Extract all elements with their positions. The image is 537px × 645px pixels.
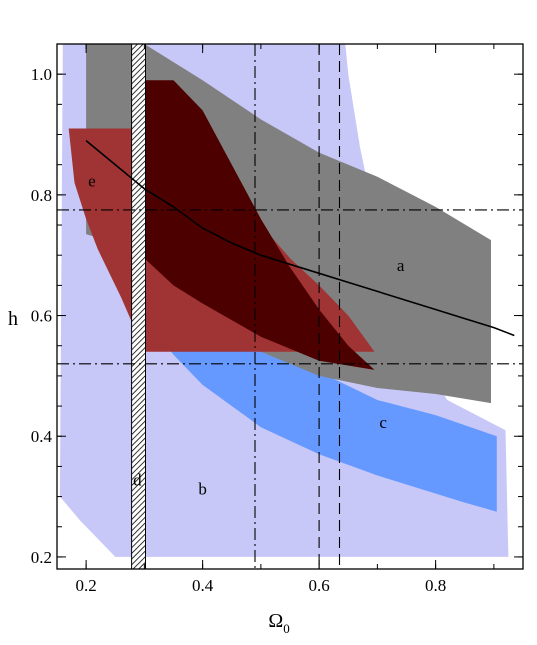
region-overlap-polygon bbox=[144, 80, 375, 370]
region-label-b: b bbox=[198, 480, 207, 499]
region-c-polygon bbox=[89, 98, 497, 512]
x-tick-label-1: 0.4 bbox=[192, 576, 214, 595]
y-tick-label-2: 0.6 bbox=[31, 307, 52, 326]
x-tick-label-3: 0.8 bbox=[425, 576, 446, 595]
shaded-regions bbox=[59, 44, 509, 569]
curve-layer bbox=[85, 139, 515, 337]
region-labels: b c a e d bbox=[88, 172, 405, 499]
region-label-c: c bbox=[379, 413, 387, 432]
y-axis-label: h bbox=[8, 308, 18, 330]
reference-lines bbox=[57, 44, 523, 569]
y-tick-label-4: 1.0 bbox=[31, 65, 52, 84]
region-label-e: e bbox=[88, 172, 96, 191]
y-tick-label-0: 0.2 bbox=[31, 548, 52, 567]
region-d-polygon bbox=[131, 44, 146, 569]
region-label-d: d bbox=[133, 470, 142, 489]
model-curve bbox=[85, 139, 515, 337]
axis-ticks: 0.2 0.4 0.6 0.8 0.2 0.4 0.6 0.8 1.0 bbox=[31, 43, 523, 595]
x-tick-label-2: 0.6 bbox=[308, 576, 329, 595]
plot-frame bbox=[56, 43, 524, 570]
y-tick-label-3: 0.8 bbox=[31, 186, 52, 205]
x-axis-label: Ω0 bbox=[268, 610, 289, 636]
x-tick-label-0: 0.2 bbox=[75, 576, 96, 595]
region-label-a: a bbox=[397, 256, 405, 275]
y-tick-label-1: 0.4 bbox=[31, 427, 53, 446]
x-axis-label-subscript: 0 bbox=[283, 621, 290, 636]
